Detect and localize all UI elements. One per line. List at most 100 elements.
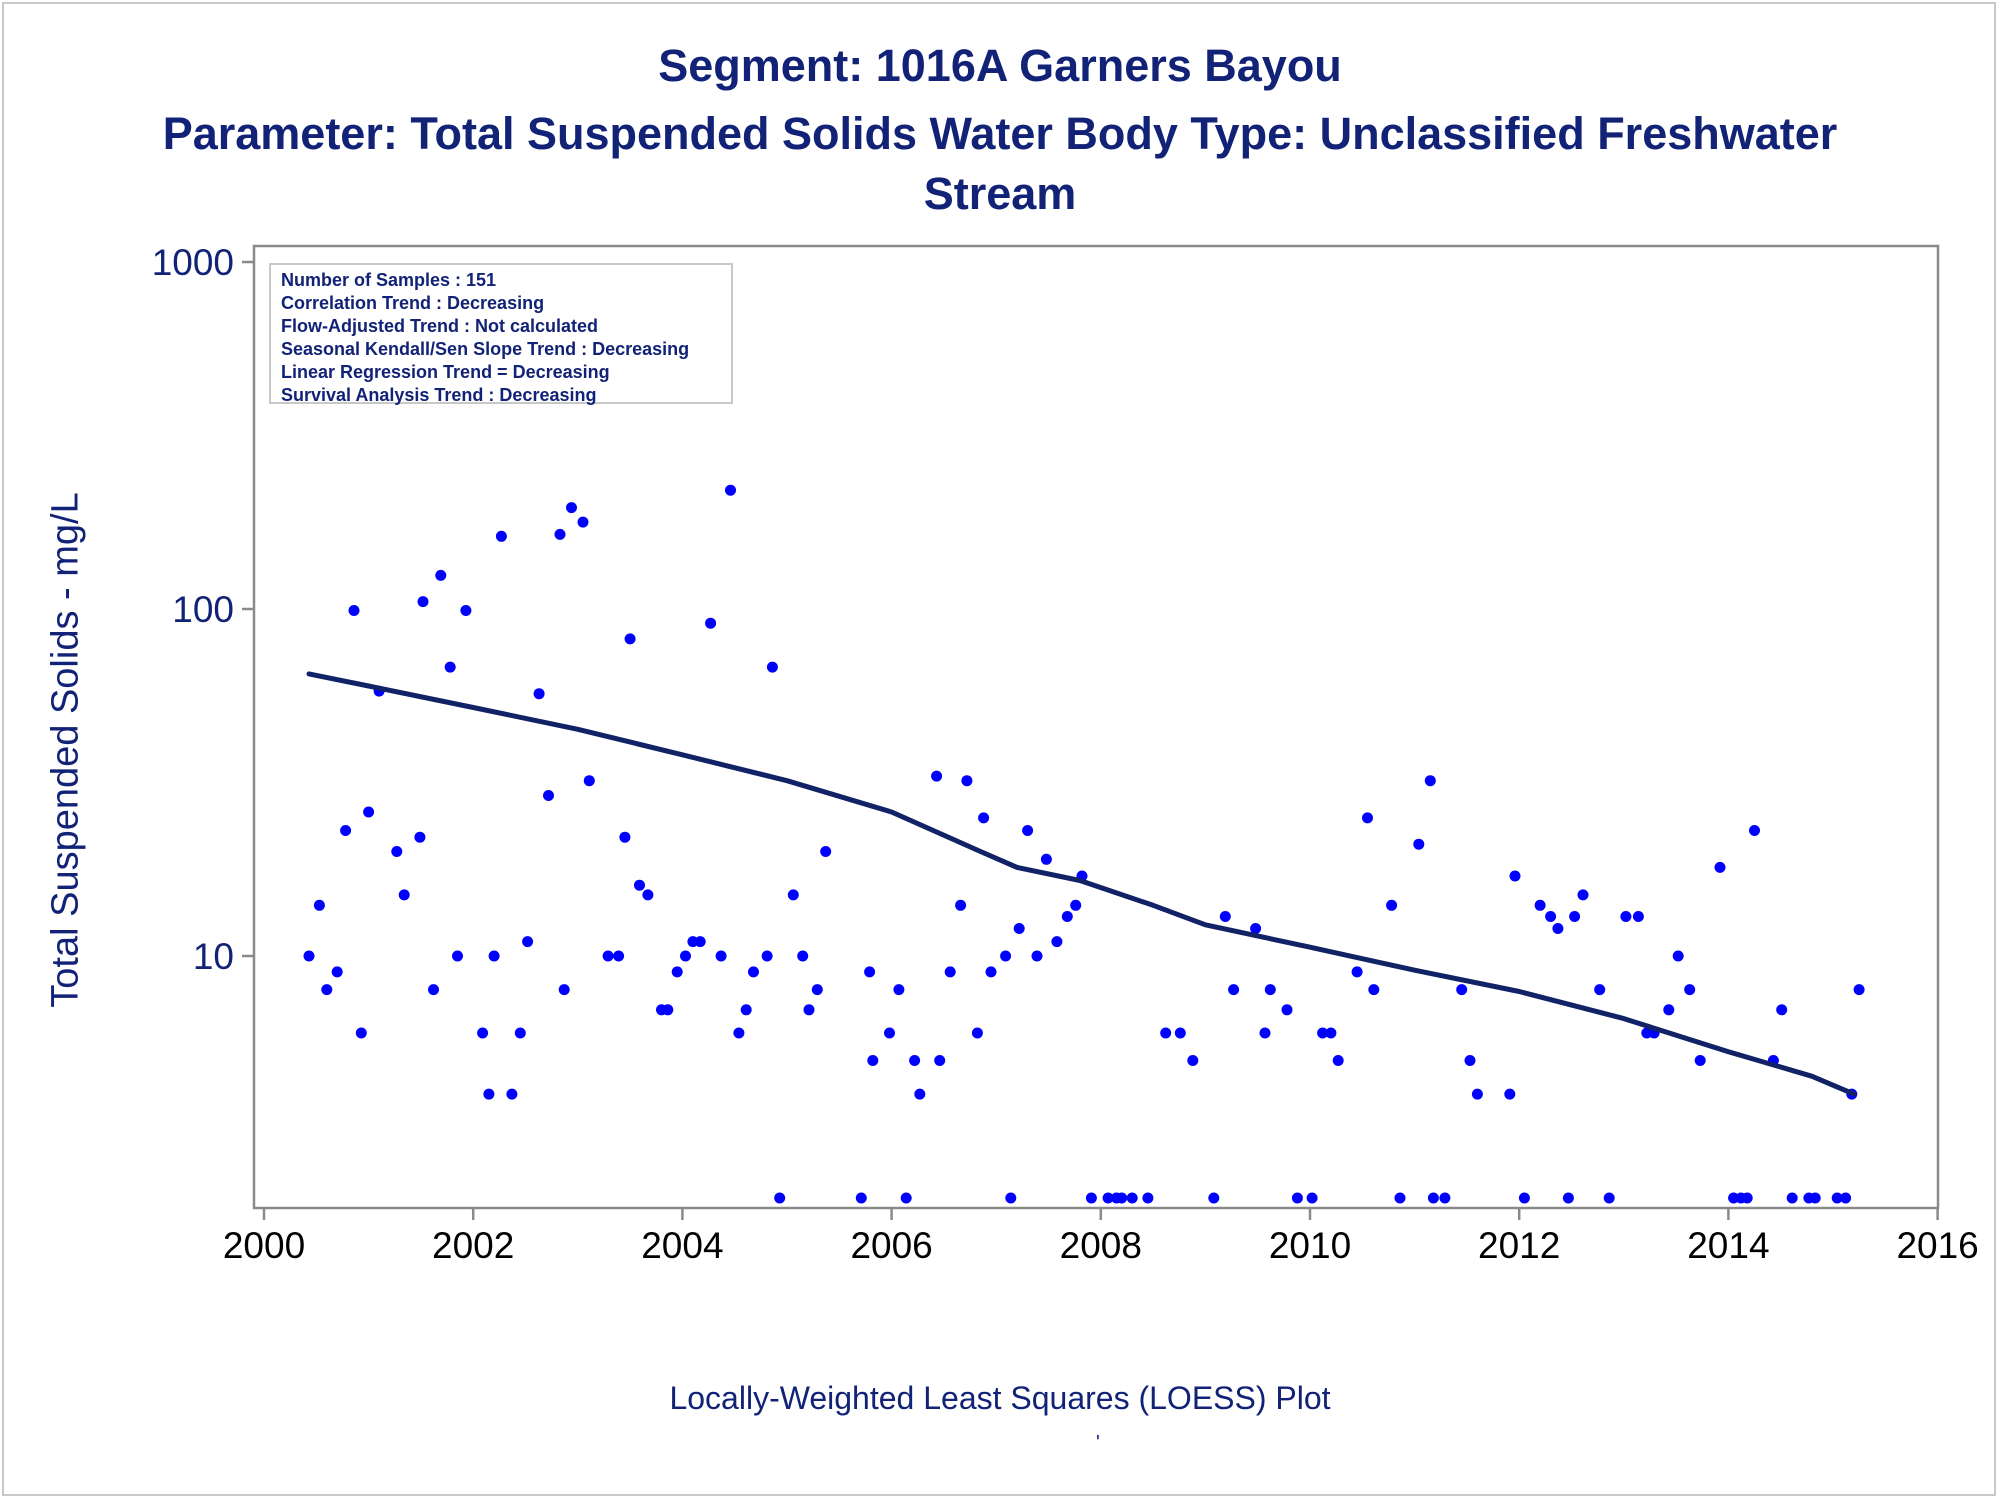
data-point <box>705 617 717 629</box>
data-point <box>1427 1192 1439 1204</box>
data-point <box>1208 1192 1220 1204</box>
data-point <box>1325 1027 1337 1039</box>
data-point <box>303 950 315 962</box>
footnote-mark: ' <box>1096 1432 1100 1454</box>
data-point <box>1351 966 1363 978</box>
data-point <box>971 1027 983 1039</box>
x-tick-label: 2008 <box>1060 1225 1142 1266</box>
data-point <box>1518 1192 1530 1204</box>
data-point <box>391 846 403 857</box>
x-tick-label: 2006 <box>850 1225 932 1266</box>
data-point <box>733 1027 745 1039</box>
data-point <box>514 1027 526 1039</box>
x-tick-label: 2014 <box>1687 1225 1769 1266</box>
data-point <box>725 484 736 496</box>
data-point <box>1464 1055 1476 1066</box>
data-point <box>864 966 876 978</box>
data-point <box>1786 1192 1798 1204</box>
data-point <box>1394 1192 1406 1204</box>
data-point <box>715 950 727 962</box>
data-point <box>1424 775 1436 787</box>
data-point <box>955 899 967 911</box>
data-point <box>460 605 472 616</box>
chart-title: Segment: 1016A Garners Bayou <box>658 40 1342 91</box>
data-points <box>303 361 1865 1204</box>
data-point <box>444 661 456 673</box>
data-point <box>1620 911 1632 922</box>
data-point <box>554 528 566 540</box>
data-point <box>1022 825 1034 836</box>
data-point <box>1264 984 1276 996</box>
data-point <box>680 950 691 962</box>
data-point <box>624 633 636 645</box>
data-point <box>321 984 333 996</box>
data-point <box>1594 984 1606 996</box>
data-point <box>642 889 654 901</box>
data-point <box>1005 1192 1017 1204</box>
data-point <box>1776 1004 1788 1016</box>
data-point <box>1672 950 1684 962</box>
data-point <box>452 950 463 962</box>
footnote: Locally-Weighted Least Squares (LOESS) P… <box>669 1380 1331 1416</box>
stats-line: Linear Regression Trend = Decreasing <box>281 362 610 382</box>
data-point <box>1853 984 1865 996</box>
data-point <box>1219 911 1231 922</box>
data-point <box>820 846 832 857</box>
data-point <box>1250 923 1262 934</box>
data-point <box>1840 1192 1852 1204</box>
data-point <box>506 1088 518 1100</box>
data-point <box>1456 984 1468 996</box>
plot-area <box>252 244 1940 1210</box>
data-point <box>619 831 631 843</box>
data-point <box>740 1004 752 1016</box>
x-tick-label: 2004 <box>641 1225 723 1266</box>
data-point <box>934 1055 946 1066</box>
data-point <box>417 596 429 608</box>
y-axis: 10 100 1000 <box>152 242 254 977</box>
x-tick-label: 2010 <box>1269 1225 1351 1266</box>
y-tick-label: 100 <box>172 589 234 630</box>
data-point <box>1040 853 1052 865</box>
x-axis: 2000 2002 2004 2006 2008 2010 2012 2014 2016 <box>223 1208 1979 1266</box>
data-point <box>761 950 773 962</box>
data-point <box>1749 825 1760 836</box>
stats-line: Correlation Trend : Decreasing <box>281 293 545 313</box>
data-point <box>978 812 990 824</box>
data-point <box>1714 861 1726 873</box>
data-point <box>1471 1088 1483 1100</box>
data-point <box>1187 1055 1199 1066</box>
data-point <box>495 530 507 542</box>
data-point <box>1368 984 1380 996</box>
data-point <box>1142 1192 1154 1204</box>
data-point <box>748 966 759 978</box>
data-point <box>1545 911 1557 922</box>
chart-subtitle-continued: Stream <box>923 168 1077 219</box>
data-point <box>428 984 439 996</box>
data-point <box>1504 1088 1516 1100</box>
data-point <box>1569 911 1581 922</box>
data-point <box>1317 1027 1329 1039</box>
data-point <box>1632 911 1644 922</box>
data-point <box>662 1004 674 1016</box>
data-point <box>1031 950 1043 962</box>
data-point <box>583 775 595 787</box>
data-point <box>1061 911 1073 922</box>
data-point <box>414 831 426 843</box>
data-point <box>435 569 447 581</box>
data-point <box>1228 984 1240 996</box>
data-point <box>577 516 589 528</box>
chart-subtitle: Parameter: Total Suspended Solids Water … <box>162 108 1838 159</box>
data-point <box>613 950 625 962</box>
trend-stats-box: Number of Samples : 151 Correlation Tren… <box>269 263 733 405</box>
data-point <box>340 825 352 836</box>
data-point <box>774 1192 786 1204</box>
y-tick-label: 1000 <box>152 242 234 283</box>
data-point <box>483 1088 495 1100</box>
y-tick-label: 10 <box>193 936 234 977</box>
data-point <box>766 661 778 673</box>
y-axis-label: Total Suspended Solids - mg/L <box>44 492 87 1008</box>
data-point <box>1741 1192 1753 1204</box>
data-point <box>1051 936 1063 948</box>
data-point <box>884 1027 895 1039</box>
